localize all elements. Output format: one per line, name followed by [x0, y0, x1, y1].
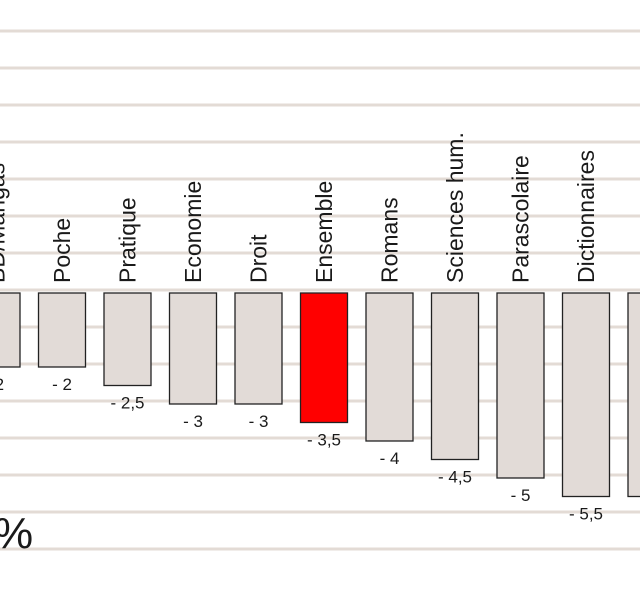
- value-label: - 2,5: [110, 394, 144, 413]
- bar: [365, 292, 414, 442]
- bar: [37, 292, 87, 368]
- value-label: - 3: [249, 412, 269, 431]
- unit-label: %: [0, 509, 33, 558]
- bar-highlight: [299, 292, 349, 424]
- bar: [234, 292, 283, 405]
- value-label: - 3,5: [307, 431, 341, 450]
- value-label: -2: [0, 375, 4, 394]
- category-label: Ensemble: [311, 181, 337, 283]
- bar: [496, 292, 545, 479]
- category-label: Droit: [246, 234, 272, 283]
- bars: [0, 292, 640, 498]
- value-label: - 3: [183, 412, 203, 431]
- bar: [168, 292, 218, 405]
- category-labels: BD/Mangas Poche Pratique Economie Droit Ensem…: [0, 132, 599, 283]
- category-label: Sciences hum.: [442, 132, 468, 283]
- category-label: BD/Mangas: [0, 163, 10, 283]
- category-label: Poche: [49, 218, 75, 283]
- value-label: - 4: [380, 449, 400, 468]
- value-labels: -2- 2- 2,5- 3- 3- 3,5- 4- 4,5- 5- 5,5-: [0, 375, 603, 524]
- value-label: - 5,5: [569, 505, 603, 524]
- category-label: Pratique: [115, 197, 141, 283]
- value-label: - 4,5: [438, 468, 472, 487]
- category-label: Dictionnaires: [573, 150, 599, 283]
- bar: [430, 292, 480, 461]
- bar: [627, 292, 640, 498]
- value-label: - 2: [52, 375, 72, 394]
- bar: [0, 292, 21, 368]
- category-label: Romans: [377, 197, 403, 283]
- bar: [561, 292, 611, 498]
- category-label: Parascolaire: [508, 155, 534, 283]
- value-label: - 5: [511, 486, 531, 505]
- category-label: Economie: [180, 181, 206, 283]
- bar: [103, 292, 152, 387]
